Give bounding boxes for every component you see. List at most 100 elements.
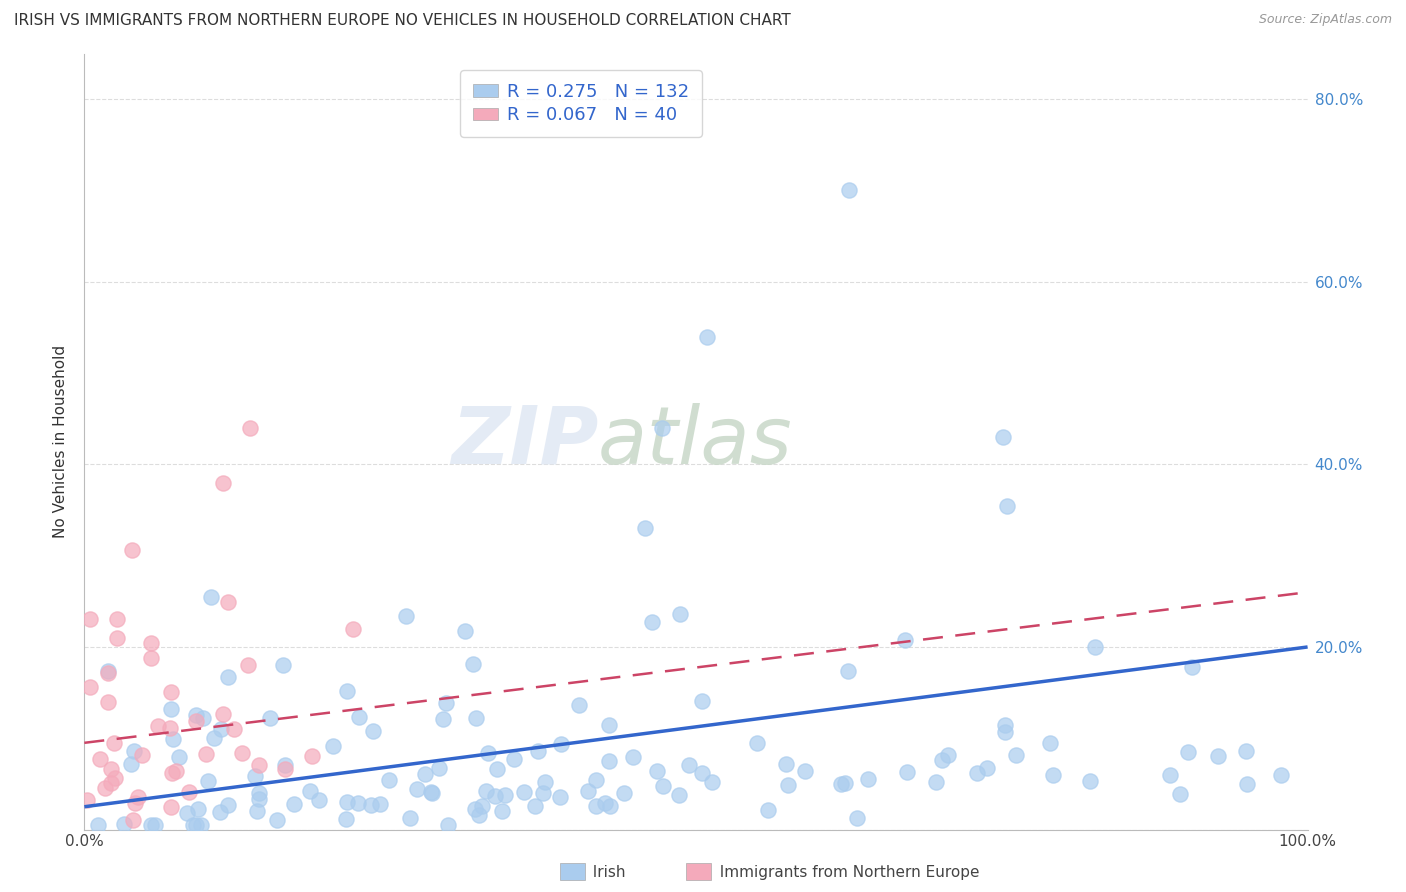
Point [413,767,436,781]
Point [858,772,880,786]
Point [468,807,491,822]
Point [105,632,128,646]
Point [89,752,111,766]
Point [301,749,323,764]
Point [103,736,125,750]
Point [966,766,988,780]
Point [651,421,673,435]
Point [700,775,723,789]
Point [621,749,644,764]
Point [745,736,768,750]
Point [176,805,198,820]
Point [512,785,534,799]
Point [464,711,486,725]
Point [464,802,486,816]
Point [1005,748,1028,763]
Point [527,744,550,758]
Point [124,744,146,758]
Point [271,657,294,672]
Point [79,612,101,626]
Point [534,775,557,789]
Point [756,803,779,817]
Point [471,798,494,813]
Point [202,731,225,746]
Point [76,793,98,807]
Text: Immigrants from Northern Europe: Immigrants from Northern Europe [710,865,980,880]
Point [97,664,120,678]
Point [169,749,191,764]
Point [160,702,183,716]
Point [191,710,214,724]
Point [342,622,364,636]
Point [107,612,129,626]
Point [405,782,427,797]
Point [1208,748,1230,763]
Point [896,764,918,779]
Point [209,805,232,820]
Point [432,712,454,726]
Point [598,718,620,732]
Point [212,475,235,490]
Point [361,724,384,739]
Point [181,818,204,832]
Point [239,421,262,435]
Point [419,785,441,799]
Point [368,797,391,811]
Point [995,499,1018,513]
Point [420,786,443,800]
Point [187,802,209,816]
Point [245,769,267,783]
Bar [560,863,585,880]
Point [347,796,370,810]
Point [585,799,607,814]
Point [491,804,513,818]
Point [398,811,420,825]
Point [634,521,657,535]
Point [524,798,547,813]
Point [86,818,108,832]
Legend: R = 0.275   N = 132, R = 0.067   N = 40: R = 0.275 N = 132, R = 0.067 N = 40 [460,70,702,137]
Point [335,795,357,809]
Text: Source: ZipAtlas.com: Source: ZipAtlas.com [1258,13,1392,27]
Point [160,800,183,814]
Point [454,624,477,639]
Point [112,817,135,831]
Point [994,718,1017,732]
Point [124,796,146,810]
Point [531,786,554,800]
Point [184,818,207,832]
Point [360,798,382,813]
Point [131,747,153,762]
Y-axis label: No Vehicles in Household: No Vehicles in Household [53,345,69,538]
Point [94,780,117,795]
Point [97,695,120,709]
Point [484,789,506,803]
Point [100,762,122,776]
Point [162,732,184,747]
Point [846,811,869,825]
Point [494,788,516,802]
Point [211,706,233,721]
Point [1159,768,1181,782]
Point [246,805,269,819]
Point [159,685,181,699]
Point [197,774,219,789]
Point [184,708,207,723]
Point [1236,777,1258,791]
Bar [686,863,711,880]
Point [195,747,218,761]
Point [925,774,948,789]
Point [159,722,181,736]
Point [696,329,718,343]
Point [585,773,607,788]
Point [550,738,572,752]
Point [209,723,232,737]
Point [222,722,245,736]
Point [1084,640,1107,654]
Point [378,772,401,787]
Point [599,798,621,813]
Point [141,651,163,665]
Point [931,753,953,767]
Point [477,746,499,760]
Point [1177,745,1199,759]
